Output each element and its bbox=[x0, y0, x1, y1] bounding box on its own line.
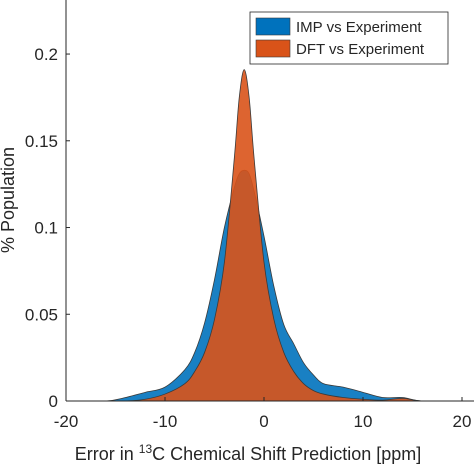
x-tick-label: -20 bbox=[54, 412, 79, 431]
series-group bbox=[66, 69, 462, 401]
legend: IMP vs Experiment DFT vs Experiment bbox=[249, 11, 449, 65]
y-tick-label: 0.05 bbox=[25, 305, 58, 324]
x-tick-label: 10 bbox=[354, 412, 373, 431]
plot-area bbox=[66, 69, 462, 401]
legend-swatch bbox=[255, 39, 291, 58]
series-area-dft bbox=[66, 69, 462, 401]
y-tick-label: 0.15 bbox=[25, 132, 58, 151]
x-axis-label-suffix: C Chemical Shift Prediction [ppm] bbox=[152, 444, 421, 464]
x-tick-label: 0 bbox=[259, 412, 268, 431]
legend-entry-label: IMP vs Experiment bbox=[296, 19, 422, 36]
y-tick-label: 0.1 bbox=[34, 219, 58, 238]
axes: -20 -10 0 10 20 0 0.05 0.1 0.15 0.2 bbox=[25, 0, 474, 431]
y-axis-label: % Population bbox=[0, 147, 18, 253]
y-tick-label: 0 bbox=[49, 392, 58, 411]
y-tick-label: 0.2 bbox=[34, 45, 58, 64]
x-axis-label-superscript: 13 bbox=[139, 442, 153, 456]
legend-entry-label: DFT vs Experiment bbox=[296, 41, 425, 58]
x-axis-label-prefix: Error in bbox=[75, 444, 139, 464]
x-tick-label: -10 bbox=[153, 412, 178, 431]
x-tick-label: 20 bbox=[453, 412, 472, 431]
x-axis-label: Error in 13C Chemical Shift Prediction [… bbox=[75, 442, 421, 464]
legend-swatch bbox=[255, 17, 291, 36]
